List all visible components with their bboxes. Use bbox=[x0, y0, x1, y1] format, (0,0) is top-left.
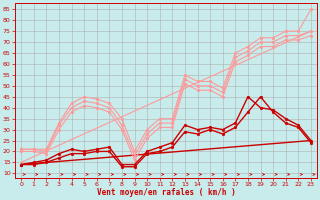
X-axis label: Vent moyen/en rafales ( km/h ): Vent moyen/en rafales ( km/h ) bbox=[97, 188, 236, 197]
